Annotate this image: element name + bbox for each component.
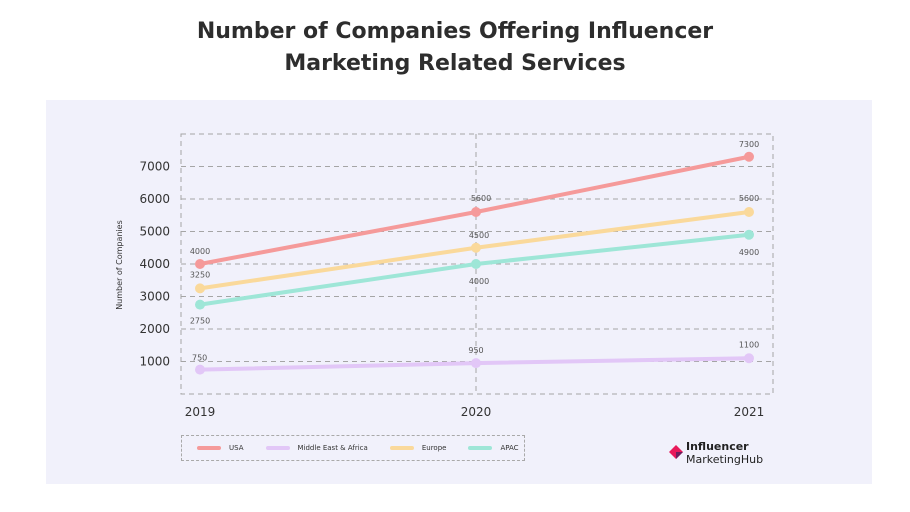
data-point-usa [195,259,205,269]
data-point-usa [471,207,481,217]
legend: USA Middle East & Africa Europe APAC [181,435,525,461]
data-point-apac [744,229,754,240]
chart-title-line-2: Marketing Related Services [284,51,626,76]
legend-swatch [265,446,290,450]
data-label-apac: 4900 [739,248,759,257]
legend-item-usa: USA [197,444,244,452]
x-tick-label: 2020 [461,405,492,419]
data-point-apac [195,299,205,310]
x-axis-ticks: 2019 2020 2021 [185,405,765,419]
data-label-usa: 4000 [190,247,210,256]
y-tick-label: 1000 [139,355,170,369]
logo-text-line-1: Influencer [686,440,749,453]
data-labels: 4000 5600 7300 750 950 1100 3250 4500 5600 2750 40… [190,140,759,363]
data-label-apac: 4000 [469,277,489,286]
data-point-middle-east-africa [195,364,205,375]
data-point-europe [744,207,754,217]
logo-text-line-2: MarketingHub [686,453,764,466]
data-label-europe: 4500 [469,231,489,240]
y-tick-label: 7000 [139,160,170,174]
data-label-middle-east-africa: 1100 [739,340,759,349]
x-tick-label: 2019 [185,405,216,419]
data-label-usa: 5600 [471,194,491,203]
logo-diamond-icon [669,445,683,459]
legend-swatch [197,446,221,450]
legend-label: USA [229,444,244,452]
y-tick-label: 4000 [139,257,170,271]
data-label-usa: 7300 [739,140,759,149]
y-tick-label: 5000 [139,225,170,239]
y-tick-label: 3000 [139,290,170,304]
influencer-marketing-hub-logo: Influencer MarketingHub [669,440,789,466]
plot-border [180,133,774,395]
y-axis-label: Number of Companies [115,220,124,310]
x-tick-label: 2021 [734,405,765,419]
data-point-europe [195,283,205,294]
legend-label: APAC [500,444,519,452]
chart-title-line-1: Number of Companies Offering Influencer [196,19,714,44]
data-label-europe: 5600 [739,194,759,203]
data-label-apac: 2750 [190,317,210,326]
series-points [195,151,754,375]
legend-swatch [468,446,493,450]
chart-title: Number of Companies Offering Influencer … [0,16,910,80]
data-label-europe: 3250 [190,270,210,279]
y-tick-label: 2000 [139,322,170,336]
legend-item-europe: Europe [389,444,447,452]
legend-label: Europe [421,444,447,452]
data-point-europe [471,242,481,253]
y-axis-ticks: 1000 2000 3000 4000 5000 6000 7000 [139,160,170,369]
data-point-middle-east-africa [471,358,481,369]
legend-swatch [389,446,414,450]
data-point-middle-east-africa [744,353,754,364]
data-point-usa [744,151,754,162]
data-label-middle-east-africa: 950 [468,346,483,355]
chart-panel [46,100,872,484]
legend-label: Middle East & Africa [297,444,368,452]
y-tick-label: 6000 [139,192,170,206]
data-label-middle-east-africa: 750 [192,354,207,363]
legend-item-apac: APAC [468,444,519,452]
legend-item-middle-east-africa: Middle East & Africa [265,444,368,452]
data-point-apac [471,259,481,269]
